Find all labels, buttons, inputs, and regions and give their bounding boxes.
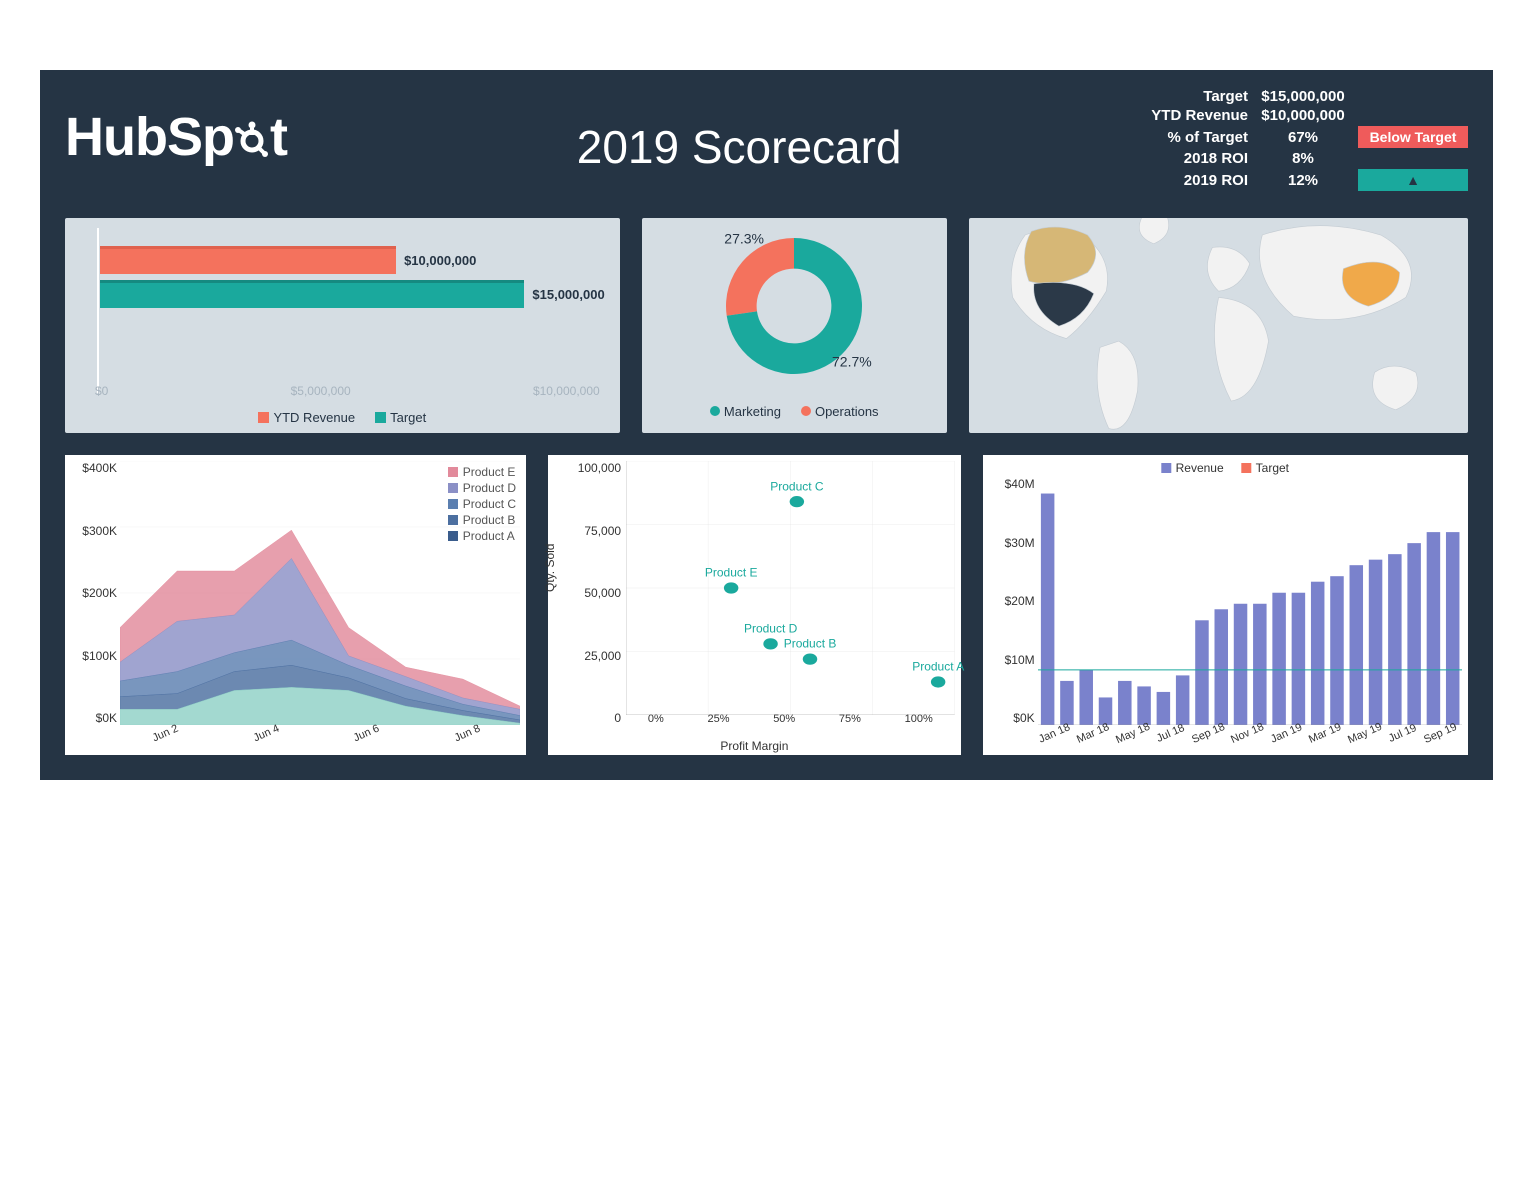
scorecard-dashboard: HubSpt 2019 Scorecard Target $15,000,000… (40, 70, 1493, 780)
svg-text:72.7%: 72.7% (832, 353, 872, 369)
status-badge: Below Target (1358, 126, 1468, 148)
kpi-value: 67% (1258, 129, 1348, 146)
svg-text:27.3%: 27.3% (725, 231, 765, 247)
ytd-vs-target-chart: $10,000,000$15,000,000 $0$5,000,000$10,0… (65, 218, 620, 433)
status-badge: ▲ (1358, 169, 1468, 191)
header: HubSpt 2019 Scorecard Target $15,000,000… (65, 88, 1468, 203)
kpi-summary: Target $15,000,000 YTD Revenue $10,000,0… (1151, 88, 1468, 191)
kpi-label: YTD Revenue (1151, 107, 1248, 124)
world-map (969, 218, 1468, 433)
logo: HubSpt (65, 88, 287, 168)
kpi-value: $15,000,000 (1258, 88, 1348, 105)
kpi-label: % of Target (1151, 129, 1248, 146)
page-title: 2019 Scorecard (287, 88, 1151, 174)
stacked-area-chart: $400K$300K$200K$100K$0K Jun 2Jun 4Jun 6J… (65, 455, 526, 755)
kpi-label: 2018 ROI (1151, 150, 1248, 167)
kpi-label: Target (1151, 88, 1248, 105)
revenue-trend-chart: RevenueTarget $40M$30M$20M$10M$0K Jan 18… (983, 455, 1468, 755)
department-donut-chart: 27.3%72.7% MarketingOperations (642, 218, 947, 433)
kpi-value: 8% (1258, 150, 1348, 167)
kpi-label: 2019 ROI (1151, 172, 1248, 189)
kpi-value: 12% (1258, 172, 1348, 189)
x-axis-title: Profit Margin (720, 739, 788, 753)
scatter-chart: Qty. Sold 100,00075,00050,00025,0000 Pro… (548, 455, 961, 755)
y-axis-title: Qty. Sold (543, 544, 557, 592)
kpi-value: $10,000,000 (1258, 107, 1348, 124)
